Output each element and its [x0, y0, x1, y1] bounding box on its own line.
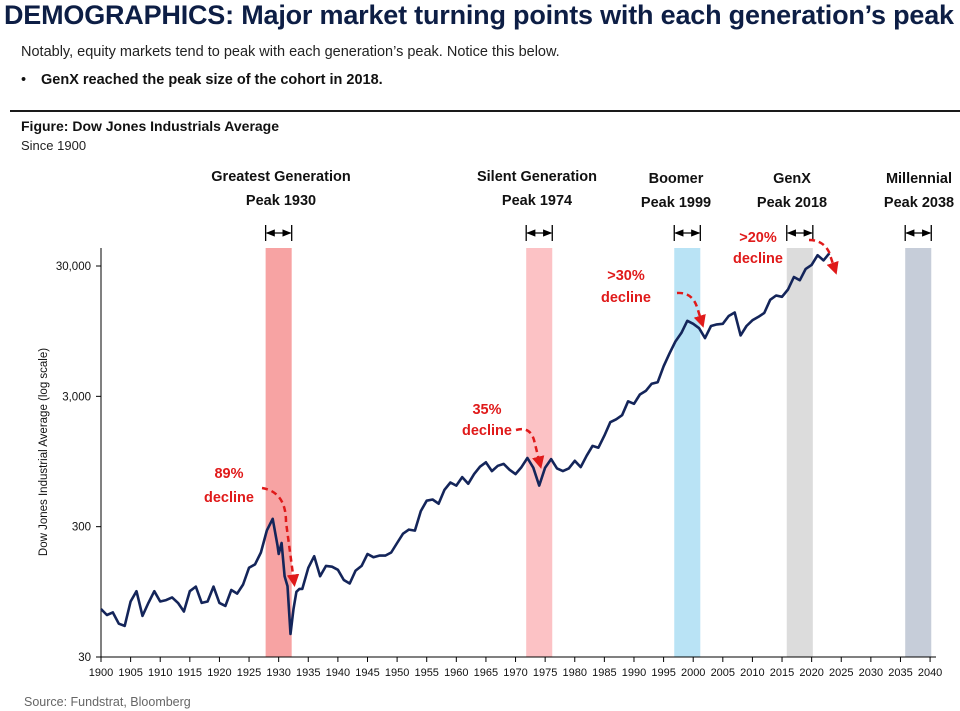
generation-name-label: GenX: [773, 171, 811, 187]
x-tick-label: 2020: [799, 667, 823, 679]
x-tick-label: 1950: [385, 667, 409, 679]
x-tick-label: 2025: [829, 667, 853, 679]
bullet-marker: •: [21, 72, 27, 88]
x-tick-label: 2000: [681, 667, 705, 679]
generation-name-label: Boomer: [649, 171, 704, 187]
generation-peak-label: Peak 2018: [757, 195, 827, 211]
x-tick-label: 1900: [89, 667, 113, 679]
x-tick-label: 1980: [563, 667, 587, 679]
x-tick-label: 2035: [888, 667, 912, 679]
decline-annotation-word: decline: [462, 423, 512, 439]
header-divider: [10, 110, 960, 112]
y-tick-label: 300: [72, 522, 91, 534]
x-tick-label: 2010: [740, 667, 764, 679]
x-tick-label: 1935: [296, 667, 320, 679]
generation-peak-label: Peak 2038: [884, 195, 954, 211]
decline-annotation-word: decline: [601, 290, 651, 306]
bullet-point: • GenX reached the peak size of the cohor…: [21, 72, 383, 88]
decline-annotation-pct: >20%: [739, 230, 777, 246]
figure-subtitle: Since 1900: [21, 138, 87, 153]
x-tick-label: 1910: [148, 667, 172, 679]
x-tick-label: 2005: [711, 667, 735, 679]
x-tick-label: 1990: [622, 667, 646, 679]
x-tick-label: 2015: [770, 667, 794, 679]
page-subtitle: Notably, equity markets tend to peak wit…: [21, 44, 560, 60]
x-tick-label: 1940: [326, 667, 350, 679]
x-tick-label: 2040: [918, 667, 942, 679]
x-tick-label: 1945: [355, 667, 379, 679]
generation-peak-label: Peak 1974: [502, 193, 572, 209]
generation-band-4: [905, 248, 932, 657]
y-axis-title: Dow Jones Industrial Average (log scale): [38, 348, 50, 556]
x-tick-label: 1985: [592, 667, 616, 679]
decline-annotation-word: decline: [204, 490, 254, 506]
x-tick-label: 1975: [533, 667, 557, 679]
generation-name-label: Silent Generation: [477, 169, 597, 185]
decline-annotation-word: decline: [733, 251, 783, 267]
x-tick-label: 1920: [207, 667, 231, 679]
bullet-text: GenX reached the peak size of the cohort…: [41, 72, 383, 88]
x-tick-label: 1965: [474, 667, 498, 679]
decline-annotation-pct: 89%: [214, 466, 243, 482]
decline-annotation-pct: >30%: [607, 268, 645, 284]
page-title: DEMOGRAPHICS: Major market turning point…: [4, 0, 954, 30]
x-tick-label: 1970: [503, 667, 527, 679]
x-tick-label: 1915: [178, 667, 202, 679]
djia-series-line: [100, 252, 831, 636]
x-tick-label: 1905: [118, 667, 142, 679]
decline-arrow: [808, 238, 839, 275]
y-tick-label: 30: [78, 652, 91, 664]
decline-annotation-pct: 35%: [472, 402, 501, 418]
generation-band-2: [674, 248, 701, 657]
x-tick-label: 1960: [444, 667, 468, 679]
x-tick-label: 1930: [266, 667, 290, 679]
decline-arrow: [261, 486, 300, 587]
decline-arrow: [515, 427, 545, 469]
generation-peak-label: Peak 1930: [246, 193, 316, 209]
x-tick-label: 1955: [414, 667, 438, 679]
y-tick-label: 3,000: [62, 391, 91, 403]
generation-band-3: [786, 248, 813, 657]
x-tick-label: 2030: [859, 667, 883, 679]
x-tick-label: 1925: [237, 667, 261, 679]
source-note: Source: Fundstrat, Bloomberg: [24, 695, 191, 709]
generation-peak-label: Peak 1999: [641, 195, 711, 211]
figure-title: Figure: Dow Jones Industrials Average: [21, 118, 280, 134]
generation-name-label: Greatest Generation: [211, 169, 350, 185]
y-tick-label: 30,000: [56, 261, 91, 273]
generation-name-label: Millennial: [886, 171, 952, 187]
x-tick-label: 1995: [651, 667, 675, 679]
decline-arrow: [676, 291, 706, 328]
generation-band-1: [526, 248, 553, 657]
